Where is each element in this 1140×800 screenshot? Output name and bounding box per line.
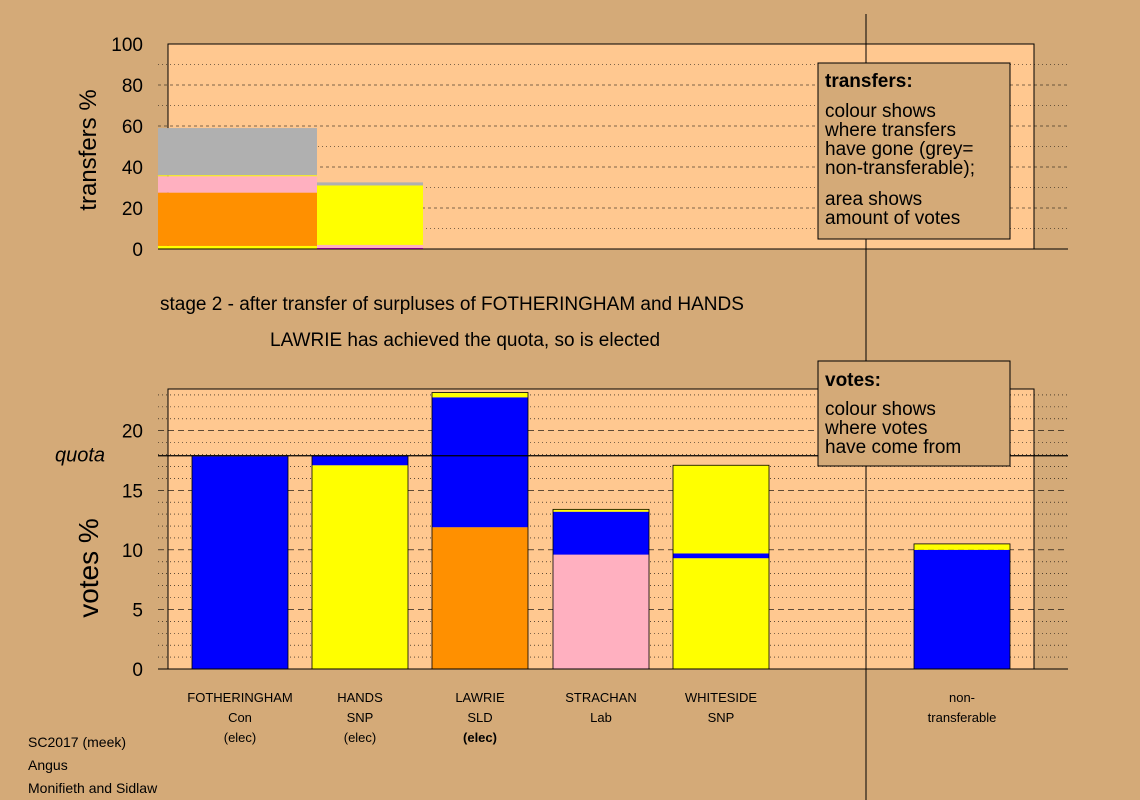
transfers-legend-line: non-transferable); — [825, 158, 975, 179]
transfers-legend-line: have gone (grey= — [825, 139, 973, 160]
vote-segment — [553, 511, 649, 555]
candidate-label: STRACHAN — [565, 690, 637, 705]
vote-segment — [673, 465, 769, 554]
candidate-label: HANDS — [337, 690, 383, 705]
transfers-y-axis-label: transfers % — [75, 89, 102, 210]
transfers-legend-line: colour shows — [825, 101, 936, 122]
candidate-label: (elec) — [344, 730, 377, 745]
transfer-segment — [158, 176, 317, 193]
votes-y-tick-label: 10 — [122, 541, 143, 562]
candidate-label: FOTHERINGHAM — [187, 690, 292, 705]
vote-segment — [673, 553, 769, 559]
votes-y-tick-label: 0 — [132, 660, 143, 681]
transfer-segment — [158, 192, 317, 246]
votes-y-ticks: 0 5 10 15 20 — [122, 422, 143, 681]
votes-legend-line: colour shows — [825, 399, 936, 420]
transfer-segment — [158, 245, 317, 249]
transfers-y-tick-label: 0 — [132, 240, 143, 261]
elected-caption: LAWRIE has achieved the quota, so is ele… — [270, 330, 660, 351]
vote-segment — [673, 558, 769, 669]
vote-segment — [432, 392, 528, 398]
candidate-label: (elec) — [224, 730, 257, 745]
transfer-segment — [317, 185, 423, 245]
candidate-label: Con — [228, 710, 252, 725]
votes-legend-line: where votes — [824, 418, 927, 439]
candidate-label: WHITESIDE — [685, 690, 758, 705]
transfers-y-tick-label: 40 — [122, 158, 143, 179]
transfers-y-tick-label: 20 — [122, 199, 143, 220]
candidate-label: SNP — [708, 710, 735, 725]
candidate-label: LAWRIE — [455, 690, 505, 705]
votes-y-tick-label: 20 — [122, 422, 143, 443]
transfers-legend: transfers: colour shows where transfers … — [817, 62, 1011, 240]
transfers-y-tick-label: 100 — [111, 35, 143, 56]
transfers-y-ticks: 0 20 40 60 80 100 — [111, 35, 143, 261]
candidate-label: (elec) — [463, 730, 497, 745]
transfer-segment — [158, 128, 317, 176]
footer-ward: Monifieth and Sidlaw — [28, 780, 158, 796]
transfer-segment — [158, 175, 317, 177]
vote-segment — [432, 527, 528, 669]
transfer-segment — [317, 244, 423, 248]
votes-legend: votes: colour shows where votes have com… — [817, 360, 1011, 467]
votes-y-tick-label: 15 — [122, 481, 143, 502]
vote-segment — [553, 554, 649, 669]
vote-segment — [553, 509, 649, 512]
votes-y-axis-label: votes % — [73, 518, 104, 618]
votes-legend-title: votes: — [825, 370, 881, 391]
stage-caption: stage 2 - after transfer of surpluses of… — [160, 294, 744, 315]
candidate-label: SNP — [347, 710, 374, 725]
transfers-legend-line: where transfers — [824, 120, 956, 141]
footer-election: SC2017 (meek) — [28, 734, 126, 750]
transfer-segment — [317, 247, 423, 249]
transfers-bars — [158, 128, 423, 249]
vote-segment — [914, 549, 1010, 669]
transfers-y-tick-label: 80 — [122, 76, 143, 97]
vote-segment — [914, 543, 1010, 550]
quota-label: quota — [55, 445, 105, 467]
votes-bars — [191, 392, 1011, 670]
transfers-legend-line: amount of votes — [825, 208, 960, 229]
vote-segment — [312, 455, 408, 466]
transfer-segment — [317, 182, 423, 186]
votes-y-tick-label: 5 — [132, 600, 143, 621]
votes-legend-line: have come from — [825, 437, 961, 458]
vote-segment — [432, 397, 528, 528]
candidate-label: transferable — [928, 710, 997, 725]
transfers-legend-line: area shows — [825, 189, 922, 210]
vote-segment — [192, 456, 288, 669]
candidate-labels: FOTHERINGHAM Con (elec) HANDS SNP (elec) LAWRI… — [187, 690, 996, 745]
footer-council: Angus — [28, 757, 68, 773]
transfers-legend-title: transfers: — [825, 71, 913, 92]
candidate-label: non- — [949, 690, 975, 705]
vote-segment — [312, 465, 408, 669]
candidate-label: Lab — [590, 710, 612, 725]
transfers-y-tick-label: 60 — [122, 117, 143, 138]
candidate-label: SLD — [467, 710, 492, 725]
